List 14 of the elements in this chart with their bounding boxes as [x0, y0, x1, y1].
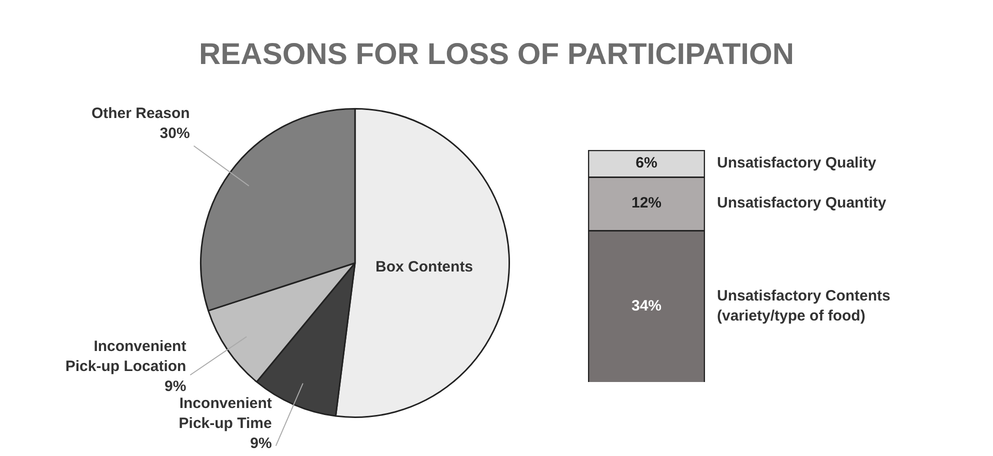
data-label: 30% — [160, 125, 190, 142]
series-label: Unsatisfactory Quality — [717, 154, 877, 172]
series-label: Unsatisfactory Quantity — [717, 194, 887, 212]
slice-label: Inconvenient Pick-up Time — [178, 395, 272, 432]
data-label: 9% — [250, 435, 272, 452]
data-label: 6% — [636, 154, 658, 172]
slice-label: Other Reason — [91, 105, 190, 122]
slice-label: Inconvenient Pick-up Location — [65, 338, 186, 376]
series-label: Unsatisfactory Contents (variety/type of food) — [717, 287, 890, 324]
data-label: 12% — [631, 194, 662, 212]
data-label: 9% — [164, 378, 186, 396]
chart-title: REASONS FOR LOSS OF PARTICIPATION — [198, 38, 796, 72]
slice-label: Box Contents — [376, 258, 474, 276]
data-label: 34% — [631, 297, 662, 314]
